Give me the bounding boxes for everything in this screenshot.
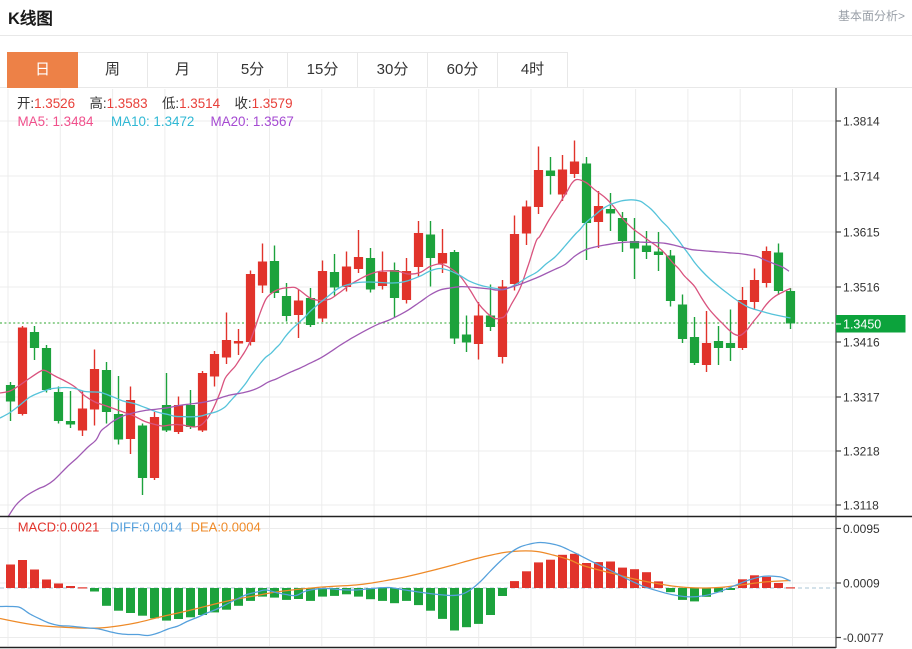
svg-text:MA10: 1.3472: MA10: 1.3472 xyxy=(111,114,194,129)
svg-text:MA20: 1.3567: MA20: 1.3567 xyxy=(211,114,294,129)
svg-text:低:1.3514: 低:1.3514 xyxy=(162,96,221,111)
svg-text:DEA:0.0004: DEA:0.0004 xyxy=(191,520,261,535)
svg-text:MACD:0.0021: MACD:0.0021 xyxy=(18,520,100,535)
svg-text:收:1.3579: 收:1.3579 xyxy=(235,96,293,111)
svg-text:0.0095: 0.0095 xyxy=(843,522,880,536)
svg-text:1.3218: 1.3218 xyxy=(843,445,880,459)
svg-text:开:1.3526: 开:1.3526 xyxy=(17,96,75,111)
svg-text:1.3714: 1.3714 xyxy=(843,170,880,184)
svg-text:MA5: 1.3484: MA5: 1.3484 xyxy=(18,114,94,129)
svg-text:1.3450: 1.3450 xyxy=(843,318,881,332)
svg-text:1.3516: 1.3516 xyxy=(843,281,880,295)
svg-text:1.3416: 1.3416 xyxy=(843,336,880,350)
svg-text:1.3615: 1.3615 xyxy=(843,226,880,240)
svg-text:1.3317: 1.3317 xyxy=(843,391,880,405)
svg-text:1.3118: 1.3118 xyxy=(843,499,879,513)
svg-text:0.0009: 0.0009 xyxy=(843,577,880,591)
svg-text:DIFF:0.0014: DIFF:0.0014 xyxy=(110,520,182,535)
svg-text:-0.0077: -0.0077 xyxy=(843,631,884,645)
svg-text:1.3814: 1.3814 xyxy=(843,115,880,129)
svg-text:高:1.3583: 高:1.3583 xyxy=(90,95,148,111)
